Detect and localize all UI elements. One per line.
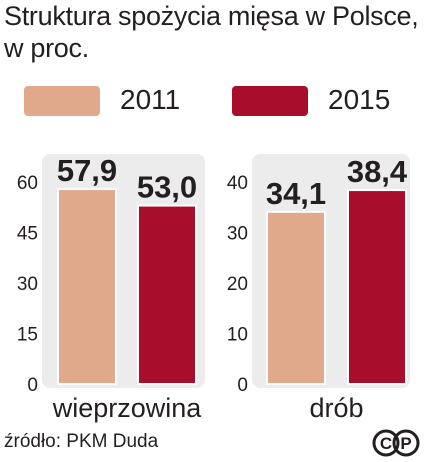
bar-value-label: 34,1 xyxy=(266,176,326,211)
bar-drób-2011 xyxy=(266,210,326,385)
legend-label-2015: 2015 xyxy=(328,84,391,115)
y-tick-label: 0 xyxy=(27,375,38,396)
bar-value-label: 53,0 xyxy=(137,170,197,205)
y-tick-label: 40 xyxy=(227,173,248,194)
bar-chart: 0 15 30 45 60 57,9 53,0 wieprzowina 0 10 20 30 40 34,… xyxy=(17,153,410,423)
logo-letter-p: P xyxy=(400,434,411,453)
bar-wieprzowina-2011 xyxy=(57,188,117,385)
legend-swatch-2011 xyxy=(24,86,100,116)
bar-value-label: 57,9 xyxy=(57,153,117,188)
y-tick-label: 20 xyxy=(227,274,248,295)
chart-title: Struktura spożycia mięsa w Polsce, w pro… xyxy=(4,1,419,63)
y-tick-label: 10 xyxy=(227,325,248,346)
y-tick-label: 30 xyxy=(227,224,248,245)
y-tick-label: 45 xyxy=(17,224,38,245)
logo-letter-c: C xyxy=(380,434,392,453)
y-tick-label: 30 xyxy=(17,274,38,295)
y-tick-label: 60 xyxy=(17,173,38,194)
source-note: źródło: PKM Duda xyxy=(4,431,159,452)
legend-swatch-2015 xyxy=(232,86,308,116)
category-label: wieprzowina xyxy=(52,393,203,423)
copyright-logo-icon: C P xyxy=(372,429,420,457)
y-tick-label: 0 xyxy=(237,375,248,396)
y-tick-label: 15 xyxy=(17,325,38,346)
legend-label-2011: 2011 xyxy=(120,84,181,115)
bar-value-label: 38,4 xyxy=(347,154,408,189)
bar-drób-2015 xyxy=(347,189,407,385)
legend: 2011 2015 xyxy=(0,82,425,118)
category-label: drób xyxy=(309,393,363,423)
bar-wieprzowina-2015 xyxy=(137,204,197,385)
